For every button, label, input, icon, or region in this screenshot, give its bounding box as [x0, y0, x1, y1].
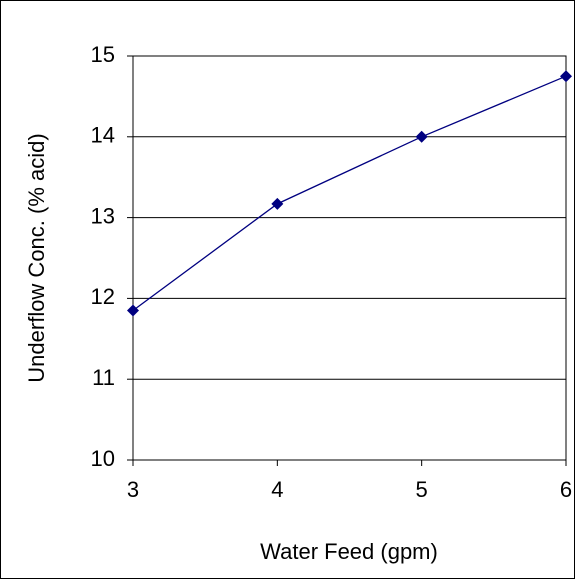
x-tick-label: 5	[416, 477, 428, 502]
y-tick-label: 15	[91, 42, 115, 67]
series-line	[132, 75, 567, 312]
y-tick-label: 12	[91, 284, 115, 309]
data-point	[127, 304, 139, 317]
x-axis-label: Water Feed (gpm)	[260, 539, 438, 564]
data-point	[560, 70, 572, 83]
y-axis-label: Underflow Conc. (% acid)	[24, 133, 49, 382]
x-tick-label: 4	[271, 477, 283, 502]
y-tick-label: 10	[91, 446, 115, 471]
x-tick-label: 6	[560, 477, 572, 502]
data-point	[415, 130, 428, 143]
y-tick-label: 11	[92, 365, 115, 390]
y-tick-label: 13	[91, 203, 115, 228]
x-tick-label: 3	[127, 477, 139, 502]
data-point	[271, 197, 284, 210]
y-tick-label: 14	[91, 123, 115, 148]
